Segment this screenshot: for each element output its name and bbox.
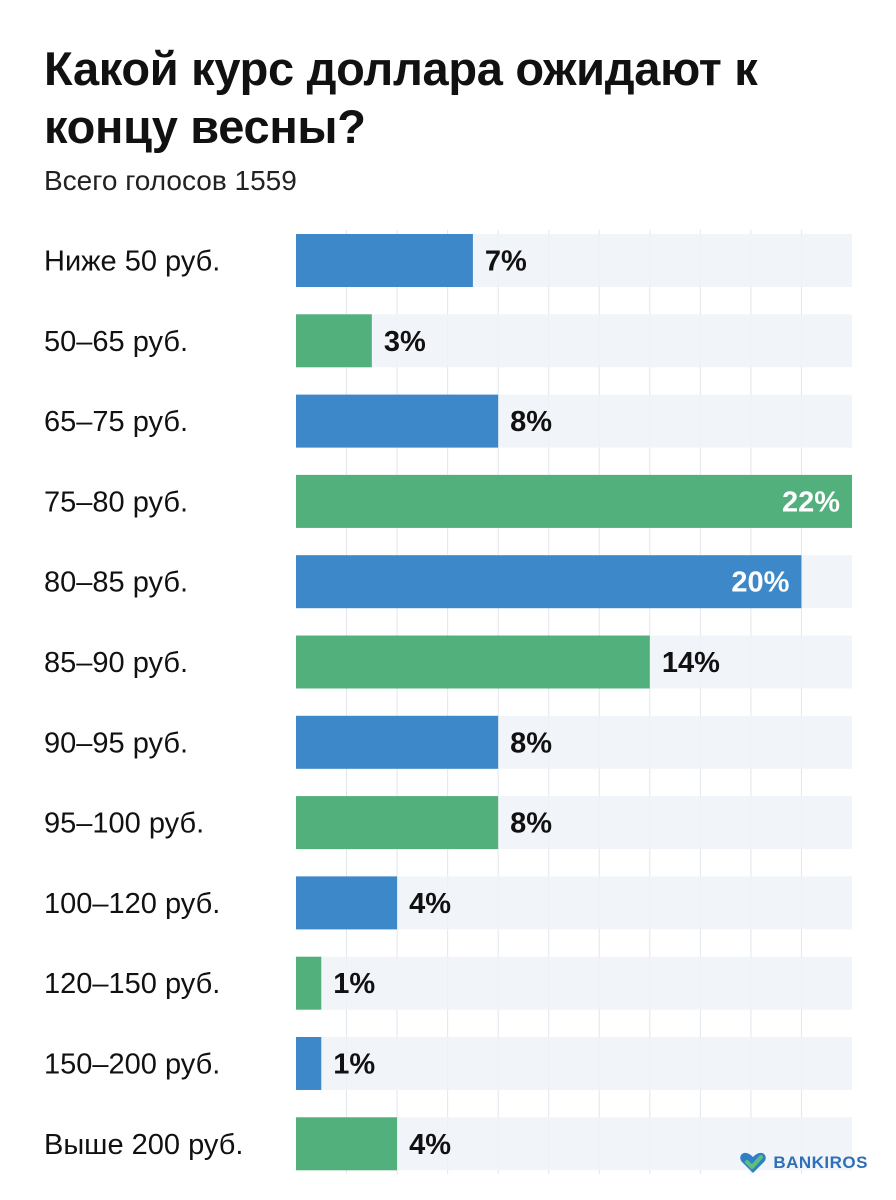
category-label: 120–150 руб. bbox=[44, 968, 220, 1000]
bar bbox=[296, 555, 802, 609]
data-label: 4% bbox=[409, 1129, 451, 1161]
brand-logo: BANKIROS bbox=[739, 1151, 868, 1175]
bar bbox=[296, 1037, 322, 1090]
bar bbox=[296, 314, 372, 368]
chart-subtitle: Всего голосов 1559 bbox=[44, 165, 297, 196]
data-label: 8% bbox=[510, 727, 552, 759]
category-label: Ниже 50 руб. bbox=[44, 246, 220, 278]
bar bbox=[296, 796, 499, 850]
category-label: 80–85 руб. bbox=[44, 567, 188, 599]
data-label: 7% bbox=[485, 246, 527, 278]
category-label: 65–75 руб. bbox=[44, 406, 188, 438]
data-label: 4% bbox=[409, 888, 451, 920]
category-label: 85–90 руб. bbox=[44, 647, 188, 679]
data-label: 22% bbox=[782, 486, 840, 518]
bar bbox=[296, 234, 473, 287]
bar-track bbox=[296, 956, 852, 1010]
data-label: 1% bbox=[333, 1049, 375, 1081]
category-label: 90–95 руб. bbox=[44, 727, 188, 759]
bar bbox=[296, 876, 398, 930]
data-label: 14% bbox=[662, 647, 720, 679]
bar-tracks bbox=[296, 234, 852, 1171]
bar bbox=[296, 474, 852, 528]
heart-check-icon bbox=[740, 1152, 767, 1173]
data-label: 3% bbox=[384, 326, 426, 358]
data-label: 8% bbox=[510, 406, 552, 438]
bar bbox=[296, 1117, 398, 1171]
bar-track bbox=[296, 1037, 852, 1090]
category-label: 150–200 руб. bbox=[44, 1049, 220, 1081]
grid-lines bbox=[346, 230, 802, 1175]
category-label: 95–100 руб. bbox=[44, 808, 204, 840]
chart-title: Какой курс доллара ожидают к концу весны… bbox=[44, 42, 758, 153]
brand-name: BANKIROS bbox=[773, 1153, 868, 1172]
bar bbox=[296, 635, 650, 689]
bars bbox=[296, 234, 852, 1171]
data-label: 8% bbox=[510, 808, 552, 840]
category-label: 75–80 руб. bbox=[44, 486, 188, 518]
labels: Ниже 50 руб. 7% 50–65 руб. 3% 65–75 руб. 8% 75… bbox=[44, 246, 840, 1161]
bar bbox=[296, 394, 499, 448]
bar bbox=[296, 715, 499, 769]
data-label: 1% bbox=[333, 968, 375, 1000]
bar bbox=[296, 956, 322, 1010]
category-label: 100–120 руб. bbox=[44, 888, 220, 920]
category-label: Выше 200 руб. bbox=[44, 1129, 243, 1161]
bar-track bbox=[296, 314, 852, 368]
category-label: 50–65 руб. bbox=[44, 326, 188, 358]
data-label: 20% bbox=[731, 567, 789, 599]
